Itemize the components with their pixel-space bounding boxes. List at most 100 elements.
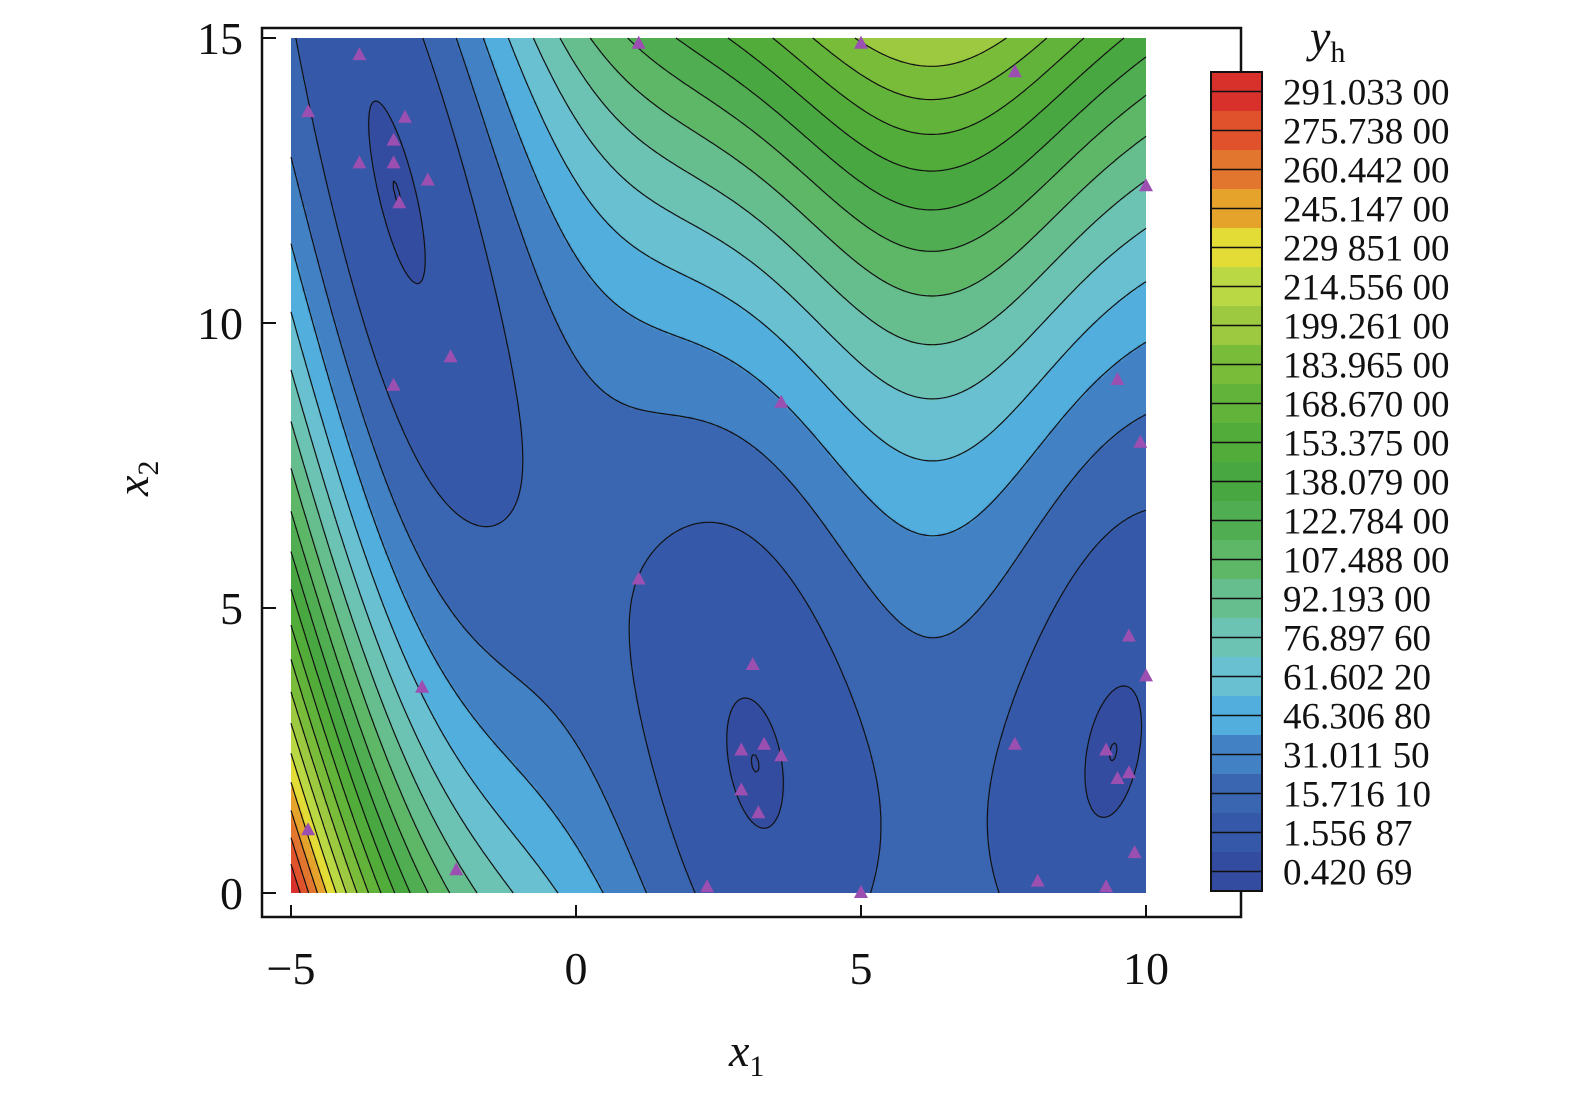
- colorbar-level-label: 15.716 10: [1283, 775, 1431, 816]
- colorbar-level-label: 0.420 69: [1283, 853, 1413, 894]
- sample-point-marker: [745, 657, 760, 670]
- colorbar-level-label: 291.033 00: [1283, 73, 1450, 114]
- contour-line: [290, 37, 1147, 894]
- contour-line: [290, 810, 318, 894]
- sample-point-marker: [631, 571, 646, 585]
- sample-point-marker: [301, 822, 316, 836]
- sample-point-marker: [1110, 372, 1125, 385]
- sample-points: [301, 35, 1153, 898]
- colorbar-level-label: 153.375 00: [1283, 424, 1450, 465]
- sample-point-marker: [398, 109, 412, 123]
- sample-point-marker: [1007, 64, 1022, 78]
- sample-point-marker: [734, 742, 749, 756]
- colorbar-level-label: 92.193 00: [1283, 580, 1431, 621]
- colorbar-level-label: 214.556 00: [1283, 268, 1450, 309]
- sample-point-marker: [1127, 845, 1142, 859]
- sample-point-marker: [1110, 771, 1125, 784]
- y-tick-label: 0: [220, 868, 243, 919]
- x-tick-label: 5: [850, 943, 873, 994]
- sample-point-marker: [386, 377, 401, 391]
- sample-point-marker: [700, 879, 715, 893]
- contour-line: [290, 37, 1085, 894]
- contour-line: [368, 100, 1143, 829]
- x-tick-label: −5: [267, 943, 316, 994]
- sample-point-marker: [1099, 879, 1114, 893]
- colorbar-level-label: 183.965 00: [1283, 346, 1450, 387]
- sample-point-marker: [1030, 873, 1045, 887]
- contour-plot-area: [291, 38, 1146, 893]
- sample-point-marker: [386, 132, 401, 146]
- sample-point-marker: [631, 35, 646, 49]
- contour-line: [290, 37, 1147, 894]
- colorbar-level-label: 1.556 87: [1283, 814, 1413, 855]
- sample-point-marker: [449, 862, 464, 876]
- contour-lines: [290, 37, 1147, 894]
- colorbar-level-label: 31.011 50: [1283, 736, 1430, 777]
- colorbar-level-label: 46.306 80: [1283, 697, 1431, 738]
- contour-field: [291, 38, 1146, 893]
- contour-line: [290, 37, 1147, 894]
- sample-point-marker: [734, 782, 749, 796]
- sample-point-marker: [854, 885, 868, 898]
- sample-point-marker: [1139, 668, 1153, 682]
- sample-point-marker: [1139, 178, 1153, 192]
- contour-line: [290, 753, 337, 894]
- contour-line: [290, 837, 310, 894]
- sample-point-marker: [1133, 434, 1148, 448]
- sample-point-marker: [392, 195, 407, 209]
- colorbar-title: yh: [1306, 11, 1345, 69]
- sample-point-marker: [774, 748, 789, 762]
- sample-point-marker: [415, 679, 430, 693]
- contour-line: [290, 37, 1147, 894]
- sample-point-marker: [1121, 628, 1136, 642]
- colorbar-level-label: 138.079 00: [1283, 463, 1450, 504]
- plot-border: [260, 26, 1243, 919]
- sample-point-marker: [854, 35, 868, 49]
- colorbar-level-label: 61.602 20: [1283, 658, 1431, 699]
- colorbar-border: [1210, 71, 1263, 892]
- contour-line: [290, 37, 1125, 894]
- contour-line: [290, 37, 1048, 894]
- colorbar-level-label: 199.261 00: [1283, 307, 1450, 348]
- y-axis-title: x2: [107, 461, 165, 497]
- sample-point-marker: [1099, 742, 1114, 756]
- colorbar-level-label: 275.738 00: [1283, 112, 1450, 153]
- sample-point-marker: [1007, 736, 1022, 750]
- plot-frame: [260, 26, 1243, 919]
- y-tick-label: 5: [220, 583, 243, 634]
- colorbar-level-label: 107.488 00: [1283, 541, 1450, 582]
- colorbar-level-label: 76.897 60: [1283, 619, 1431, 660]
- contour-line: [290, 37, 1147, 894]
- x-tick-label: 10: [1123, 943, 1169, 994]
- contour-line: [290, 722, 347, 894]
- contour-line: [290, 37, 1147, 894]
- y-tick-label: 15: [197, 13, 243, 64]
- x-tick-label: 0: [565, 943, 588, 994]
- sample-point-marker: [352, 155, 367, 169]
- colorbar-level-label: 245.147 00: [1283, 190, 1450, 231]
- contour-line: [290, 864, 301, 894]
- y-tick-label: 10: [197, 298, 243, 349]
- sample-point-marker: [352, 47, 367, 61]
- x-axis-title: x1: [728, 1025, 764, 1083]
- colorbar-level-label: 260.442 00: [1283, 151, 1450, 192]
- sample-point-marker: [757, 736, 772, 750]
- y-axis-ticks: 0 5 10 15: [197, 13, 276, 919]
- x-axis-ticks: −5 0 5 10: [267, 905, 1169, 994]
- colorbar-level-label: 229 851 00: [1283, 229, 1450, 270]
- colorbar-level-label: 122.784 00: [1283, 502, 1450, 543]
- sample-point-marker: [774, 394, 789, 408]
- contour-line: [290, 37, 1147, 894]
- contour-line: [290, 37, 1147, 894]
- sample-point-marker: [751, 805, 766, 819]
- sample-point-marker: [386, 155, 401, 169]
- sample-point-marker: [1121, 765, 1136, 779]
- contour-line: [295, 37, 1147, 894]
- sample-point-marker: [301, 104, 316, 118]
- colorbar-level-label: 168.670 00: [1283, 385, 1450, 426]
- contour-line: [290, 37, 1007, 894]
- sample-point-marker: [420, 172, 435, 186]
- sample-point-marker: [443, 349, 458, 363]
